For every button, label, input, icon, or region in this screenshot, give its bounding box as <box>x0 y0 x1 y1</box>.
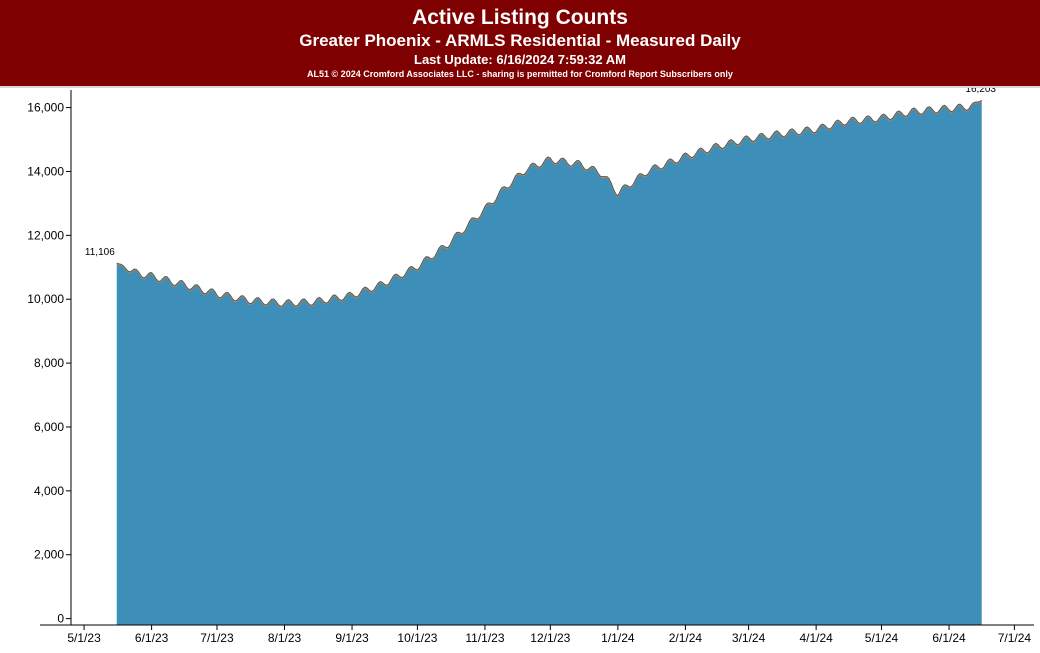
y-tick-label: 8,000 <box>34 356 64 370</box>
chart-title: Active Listing Counts <box>412 6 628 29</box>
y-tick-label: 0 <box>57 612 64 626</box>
last-update-text: Last Update: 6/16/2024 7:59:32 AM <box>414 52 626 67</box>
plot-area <box>116 99 983 625</box>
x-tick-label: 11/1/23 <box>465 631 504 645</box>
data-label: 16,203 <box>965 88 996 95</box>
listing-count-area <box>116 101 982 625</box>
y-tick-label: 16,000 <box>27 101 64 115</box>
header-divider <box>0 86 1040 88</box>
y-axis: 0 2,000 4,000 6,000 8,000 10,000 12,000 14,000 1… <box>27 90 72 626</box>
data-label: 11,106 <box>85 247 115 258</box>
x-tick-label: 9/1/23 <box>335 631 369 645</box>
x-tick-label: 5/1/24 <box>865 631 899 645</box>
x-tick-label: 7/1/24 <box>998 631 1032 645</box>
x-tick-label: 7/1/23 <box>200 631 234 645</box>
y-tick-label: 4,000 <box>34 484 64 498</box>
x-tick-label: 5/1/23 <box>67 631 101 645</box>
y-tick-label: 10,000 <box>27 292 64 306</box>
x-tick-label: 3/1/24 <box>732 631 766 645</box>
x-tick-label: 1/1/24 <box>601 631 635 645</box>
y-tick-label: 14,000 <box>27 164 64 178</box>
x-tick-label: 6/1/23 <box>135 631 169 645</box>
x-tick-label: 10/1/23 <box>397 631 437 645</box>
x-tick-label: 12/1/23 <box>530 631 570 645</box>
x-tick-label: 2/1/24 <box>669 631 703 645</box>
x-tick-label: 6/1/24 <box>932 631 966 645</box>
y-tick-label: 2,000 <box>34 548 64 562</box>
chart-subtitle: Greater Phoenix - ARMLS Residential - Me… <box>299 31 741 50</box>
x-tick-label: 8/1/23 <box>268 631 302 645</box>
x-tick-label: 4/1/24 <box>799 631 833 645</box>
annotations: 11,106 16,203 <box>85 88 997 258</box>
copyright-text: AL51 © 2024 Cromford Associates LLC - sh… <box>307 69 733 79</box>
y-tick-label: 12,000 <box>27 228 64 242</box>
chart-header-banner: Active Listing Counts Greater Phoenix - … <box>0 0 1040 86</box>
y-tick-label: 6,000 <box>34 420 64 434</box>
x-axis: 5/1/23 6/1/23 7/1/23 8/1/23 9/1/23 10/1/23 11/… <box>40 624 1034 645</box>
listing-count-line <box>116 99 982 307</box>
active-listings-area-chart: 0 2,000 4,000 6,000 8,000 10,000 12,000 14,000 1… <box>27 88 1034 645</box>
